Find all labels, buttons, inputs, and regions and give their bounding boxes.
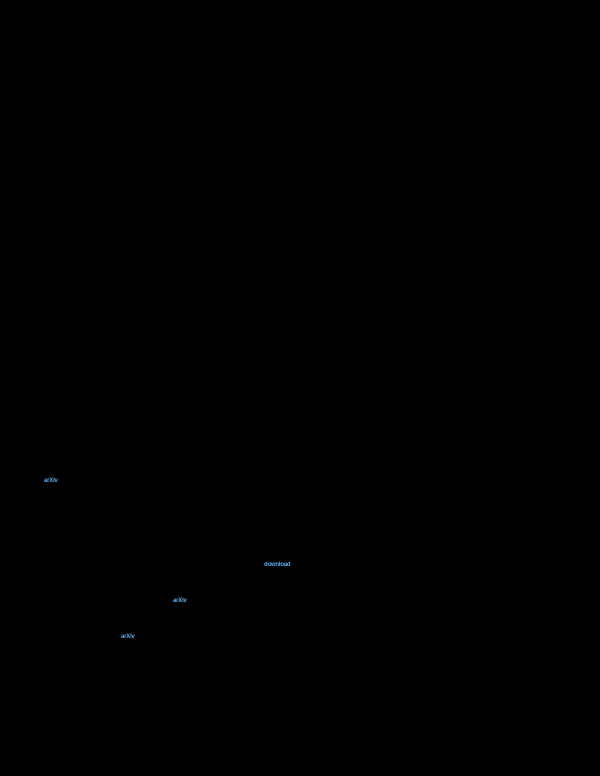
document-link-3[interactable]: arXiv xyxy=(173,598,187,604)
document-link-4[interactable]: arXiv xyxy=(121,634,135,640)
document-link-1[interactable]: arXiv xyxy=(44,478,58,484)
document-link-2[interactable]: download xyxy=(264,562,291,568)
